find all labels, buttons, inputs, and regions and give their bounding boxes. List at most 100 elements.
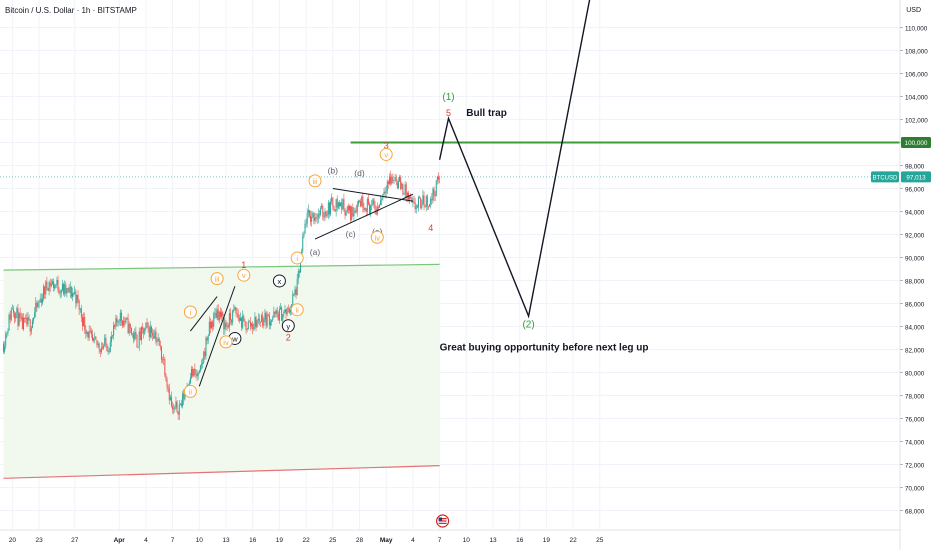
candle-body xyxy=(273,311,275,318)
candle-body xyxy=(251,323,253,327)
candle-body xyxy=(67,287,69,289)
candle-body xyxy=(49,282,51,287)
candle-body xyxy=(178,404,180,415)
candle-body xyxy=(213,313,215,327)
candle-body xyxy=(243,316,245,322)
candle-body xyxy=(389,176,391,184)
trend-line-4[interactable] xyxy=(314,193,414,240)
wave-label-iii: iii xyxy=(313,177,318,186)
candle-body xyxy=(108,350,110,352)
trend-line-2[interactable] xyxy=(198,286,236,387)
channel-upper-line[interactable] xyxy=(3,263,440,271)
candle-body xyxy=(264,312,266,320)
candle-body xyxy=(77,294,79,301)
candle-body xyxy=(392,176,394,181)
candle-body xyxy=(85,329,87,334)
candle-body xyxy=(135,332,137,336)
price-tick-label: 96,000 xyxy=(905,187,925,194)
flag-stripe xyxy=(438,522,447,524)
candle-body xyxy=(242,316,244,328)
wave-label-circle xyxy=(308,174,322,188)
wave-label-x: x xyxy=(278,277,282,286)
candle-body xyxy=(191,368,193,378)
time-tick-label: 22 xyxy=(302,537,310,544)
candle-body xyxy=(287,308,289,310)
candle-body xyxy=(133,333,135,340)
candle-body xyxy=(267,314,269,316)
candle-body xyxy=(298,271,300,273)
candle-body xyxy=(75,291,77,304)
candle-body xyxy=(337,202,339,208)
candle-body xyxy=(395,177,397,183)
last-price-label: 97,013 xyxy=(906,174,926,181)
chart-annotation-text: Great buying opportunity before next leg… xyxy=(440,343,649,354)
channel-lower-line[interactable] xyxy=(3,465,440,479)
price-tick-label: 70,000 xyxy=(905,486,925,493)
candle-body xyxy=(254,317,256,327)
candle-body xyxy=(284,309,286,313)
candle-body xyxy=(223,315,225,330)
candle-body xyxy=(321,205,323,209)
candle-body xyxy=(427,206,429,208)
candle-body xyxy=(379,205,381,208)
candle-body xyxy=(115,318,117,327)
price-tick-label: 102,000 xyxy=(905,118,928,125)
candle-body xyxy=(226,325,228,327)
candle-body xyxy=(59,292,61,294)
trend-line-3[interactable] xyxy=(332,188,413,202)
wave-label-2: 2 xyxy=(286,332,291,342)
time-tick-label: 23 xyxy=(35,537,43,544)
candle-body xyxy=(16,308,18,313)
candle-body xyxy=(61,284,63,291)
price-tick-label: 78,000 xyxy=(905,394,925,401)
candle-body xyxy=(159,345,161,347)
candle-body xyxy=(371,204,373,206)
wave-label-circle xyxy=(219,335,233,349)
candle-body xyxy=(167,386,169,389)
candle-body xyxy=(387,181,389,184)
candle-body xyxy=(211,321,213,329)
candle-body xyxy=(165,375,167,380)
candle-body xyxy=(436,176,438,181)
projection-path[interactable] xyxy=(438,0,591,319)
candle-body xyxy=(176,401,178,412)
candle-body xyxy=(381,198,383,201)
wave-label-circle xyxy=(272,274,286,288)
candle-body xyxy=(341,202,343,210)
candle-body xyxy=(405,184,407,197)
candle-body xyxy=(56,280,58,285)
wave-label-4: 4 xyxy=(428,223,433,233)
trend-line-1[interactable] xyxy=(190,296,218,332)
candle-body xyxy=(310,215,312,222)
candle-body xyxy=(146,322,148,324)
price-scale[interactable] xyxy=(900,0,932,550)
candle-body xyxy=(86,332,88,334)
candle-body xyxy=(199,365,201,371)
candle-body xyxy=(433,188,435,196)
candle-body xyxy=(278,308,280,321)
candle-body xyxy=(27,317,29,325)
resistance-price-badge xyxy=(901,137,931,148)
candle-body xyxy=(124,320,126,323)
wave-label-circle xyxy=(237,268,251,282)
candle-body xyxy=(417,197,419,208)
candle-body xyxy=(112,335,114,337)
candle-body xyxy=(255,317,257,328)
candle-body xyxy=(38,301,40,303)
candle-body xyxy=(33,317,35,321)
candle-body xyxy=(235,307,237,314)
candle-body xyxy=(170,396,172,407)
wave-label-w: w xyxy=(231,334,238,343)
candle-body xyxy=(325,211,327,216)
candle-body xyxy=(11,308,13,310)
chart-annotation-text: Bull trap xyxy=(466,108,507,119)
candle-body xyxy=(114,325,116,327)
candle-body xyxy=(90,330,92,335)
candle-body xyxy=(406,192,408,197)
candle-body xyxy=(136,335,138,348)
candle-body xyxy=(414,202,416,210)
time-tick-label: May xyxy=(380,537,393,544)
price-tick-label: 90,000 xyxy=(905,256,925,263)
